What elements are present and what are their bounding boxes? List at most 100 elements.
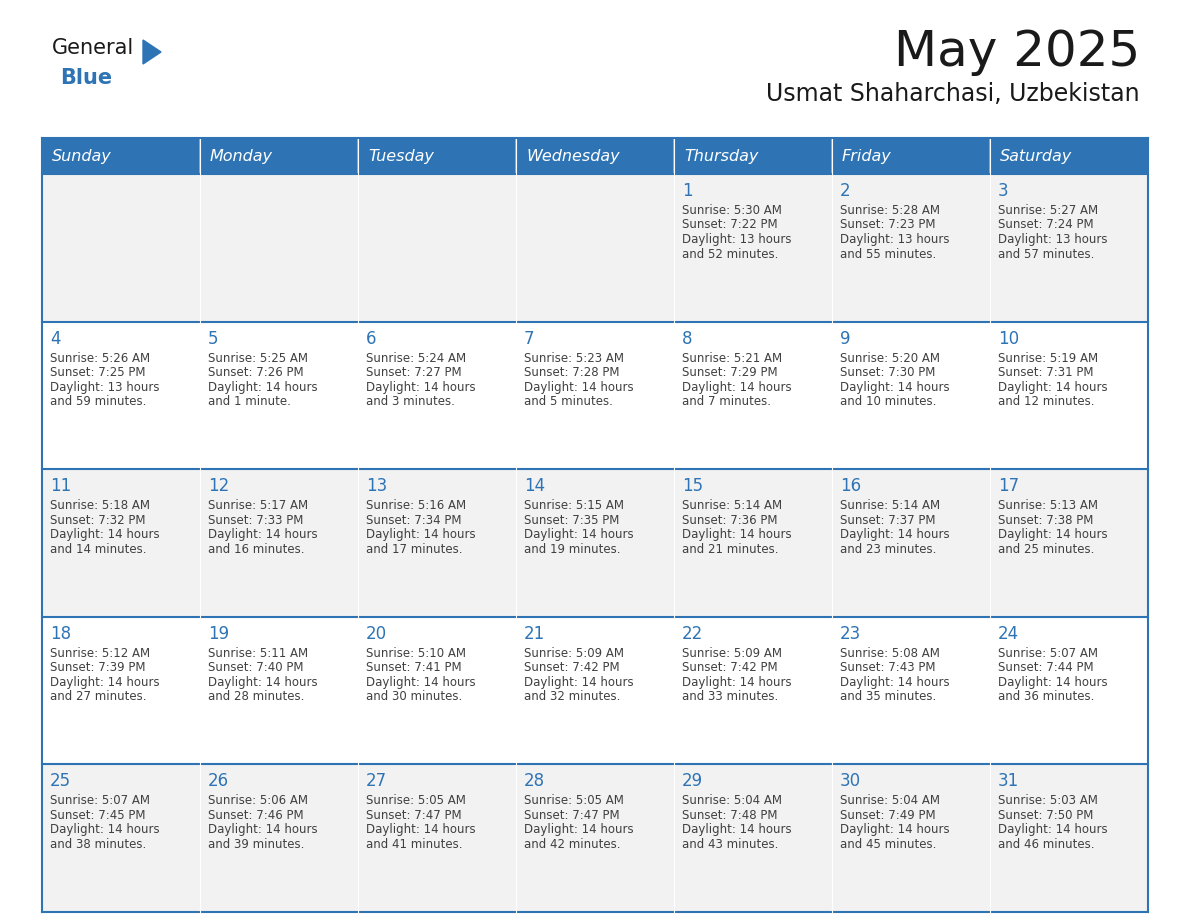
Bar [42, 765, 200, 912]
Text: Sunset: 7:45 PM: Sunset: 7:45 PM [50, 809, 145, 822]
Bar [42, 174, 200, 321]
Text: and 36 minutes.: and 36 minutes. [998, 690, 1094, 703]
Bar [42, 617, 200, 765]
Text: 27: 27 [366, 772, 387, 790]
Text: Daylight: 14 hours: Daylight: 14 hours [998, 528, 1107, 542]
Bar [990, 321, 1148, 469]
Text: Daylight: 14 hours: Daylight: 14 hours [524, 528, 633, 542]
Text: 8: 8 [682, 330, 693, 348]
Text: Sunrise: 5:05 AM: Sunrise: 5:05 AM [524, 794, 624, 808]
Text: Daylight: 13 hours: Daylight: 13 hours [50, 381, 159, 394]
Text: 13: 13 [366, 477, 387, 495]
Text: and 3 minutes.: and 3 minutes. [366, 395, 455, 409]
Text: Sunrise: 5:28 AM: Sunrise: 5:28 AM [840, 204, 940, 217]
Text: 18: 18 [50, 625, 71, 643]
Text: Blue: Blue [61, 68, 112, 88]
Text: Daylight: 13 hours: Daylight: 13 hours [840, 233, 949, 246]
Text: 28: 28 [524, 772, 545, 790]
Text: Sunset: 7:36 PM: Sunset: 7:36 PM [682, 514, 777, 527]
Text: Sunrise: 5:09 AM: Sunrise: 5:09 AM [682, 647, 782, 660]
Text: Sunrise: 5:20 AM: Sunrise: 5:20 AM [840, 352, 940, 364]
Text: Sunrise: 5:13 AM: Sunrise: 5:13 AM [998, 499, 1098, 512]
Text: and 46 minutes.: and 46 minutes. [998, 838, 1094, 851]
Text: Sunset: 7:40 PM: Sunset: 7:40 PM [208, 661, 303, 675]
Text: Sunset: 7:48 PM: Sunset: 7:48 PM [682, 809, 777, 822]
Bar [516, 469, 674, 617]
Bar [674, 321, 832, 469]
Text: Daylight: 14 hours: Daylight: 14 hours [50, 528, 159, 542]
Bar [358, 174, 516, 321]
Text: and 1 minute.: and 1 minute. [208, 395, 291, 409]
Text: Sunrise: 5:23 AM: Sunrise: 5:23 AM [524, 352, 624, 364]
Text: Sunset: 7:27 PM: Sunset: 7:27 PM [366, 366, 462, 379]
Text: Daylight: 14 hours: Daylight: 14 hours [682, 381, 791, 394]
Bar [200, 321, 358, 469]
Text: Daylight: 13 hours: Daylight: 13 hours [682, 233, 791, 246]
Bar [990, 469, 1148, 617]
Text: and 14 minutes.: and 14 minutes. [50, 543, 146, 555]
Text: Sunset: 7:23 PM: Sunset: 7:23 PM [840, 218, 935, 231]
Bar [200, 617, 358, 765]
Text: and 41 minutes.: and 41 minutes. [366, 838, 462, 851]
Text: Sunrise: 5:11 AM: Sunrise: 5:11 AM [208, 647, 308, 660]
Text: Sunrise: 5:03 AM: Sunrise: 5:03 AM [998, 794, 1098, 808]
Text: 20: 20 [366, 625, 387, 643]
Text: Sunset: 7:39 PM: Sunset: 7:39 PM [50, 661, 145, 675]
Text: Sunrise: 5:08 AM: Sunrise: 5:08 AM [840, 647, 940, 660]
Text: Sunrise: 5:27 AM: Sunrise: 5:27 AM [998, 204, 1098, 217]
Text: Sunset: 7:22 PM: Sunset: 7:22 PM [682, 218, 778, 231]
Bar [516, 617, 674, 765]
Text: 26: 26 [208, 772, 229, 790]
Bar [42, 321, 200, 469]
Text: and 32 minutes.: and 32 minutes. [524, 690, 620, 703]
Text: Daylight: 14 hours: Daylight: 14 hours [366, 676, 475, 688]
Text: Sunset: 7:41 PM: Sunset: 7:41 PM [366, 661, 462, 675]
Text: Friday: Friday [842, 149, 892, 163]
Text: Sunset: 7:32 PM: Sunset: 7:32 PM [50, 514, 145, 527]
Bar [990, 765, 1148, 912]
Text: 16: 16 [840, 477, 861, 495]
Text: and 55 minutes.: and 55 minutes. [840, 248, 936, 261]
Text: Sunset: 7:28 PM: Sunset: 7:28 PM [524, 366, 619, 379]
Text: Daylight: 14 hours: Daylight: 14 hours [682, 528, 791, 542]
Text: 3: 3 [998, 182, 1009, 200]
Text: Sunrise: 5:09 AM: Sunrise: 5:09 AM [524, 647, 624, 660]
Text: Sunrise: 5:14 AM: Sunrise: 5:14 AM [840, 499, 940, 512]
Text: Sunrise: 5:12 AM: Sunrise: 5:12 AM [50, 647, 150, 660]
Text: Sunrise: 5:04 AM: Sunrise: 5:04 AM [840, 794, 940, 808]
Text: Daylight: 14 hours: Daylight: 14 hours [524, 823, 633, 836]
Text: 11: 11 [50, 477, 71, 495]
Text: Sunrise: 5:24 AM: Sunrise: 5:24 AM [366, 352, 466, 364]
Text: Sunrise: 5:07 AM: Sunrise: 5:07 AM [50, 794, 150, 808]
Text: 19: 19 [208, 625, 229, 643]
Text: Thursday: Thursday [684, 149, 758, 163]
Bar [516, 321, 674, 469]
Text: 30: 30 [840, 772, 861, 790]
Bar [358, 469, 516, 617]
Text: Wednesday: Wednesday [526, 149, 620, 163]
Text: Sunrise: 5:10 AM: Sunrise: 5:10 AM [366, 647, 466, 660]
Text: and 52 minutes.: and 52 minutes. [682, 248, 778, 261]
Text: Daylight: 14 hours: Daylight: 14 hours [208, 381, 317, 394]
Text: Sunset: 7:47 PM: Sunset: 7:47 PM [524, 809, 620, 822]
Text: Daylight: 14 hours: Daylight: 14 hours [208, 676, 317, 688]
Text: General: General [52, 38, 134, 58]
Text: Sunrise: 5:18 AM: Sunrise: 5:18 AM [50, 499, 150, 512]
Text: Sunrise: 5:15 AM: Sunrise: 5:15 AM [524, 499, 624, 512]
Text: Sunrise: 5:17 AM: Sunrise: 5:17 AM [208, 499, 308, 512]
Text: Sunrise: 5:05 AM: Sunrise: 5:05 AM [366, 794, 466, 808]
Text: Usmat Shaharchasi, Uzbekistan: Usmat Shaharchasi, Uzbekistan [766, 82, 1140, 106]
Text: and 12 minutes.: and 12 minutes. [998, 395, 1094, 409]
Text: and 57 minutes.: and 57 minutes. [998, 248, 1094, 261]
Text: Sunrise: 5:06 AM: Sunrise: 5:06 AM [208, 794, 308, 808]
Text: Sunset: 7:49 PM: Sunset: 7:49 PM [840, 809, 936, 822]
Text: Saturday: Saturday [1000, 149, 1073, 163]
Text: and 45 minutes.: and 45 minutes. [840, 838, 936, 851]
Text: Daylight: 14 hours: Daylight: 14 hours [840, 823, 949, 836]
Text: Sunrise: 5:07 AM: Sunrise: 5:07 AM [998, 647, 1098, 660]
Text: and 25 minutes.: and 25 minutes. [998, 543, 1094, 555]
Text: 22: 22 [682, 625, 703, 643]
Bar [990, 138, 1148, 174]
Text: 21: 21 [524, 625, 545, 643]
Text: Sunrise: 5:26 AM: Sunrise: 5:26 AM [50, 352, 150, 364]
